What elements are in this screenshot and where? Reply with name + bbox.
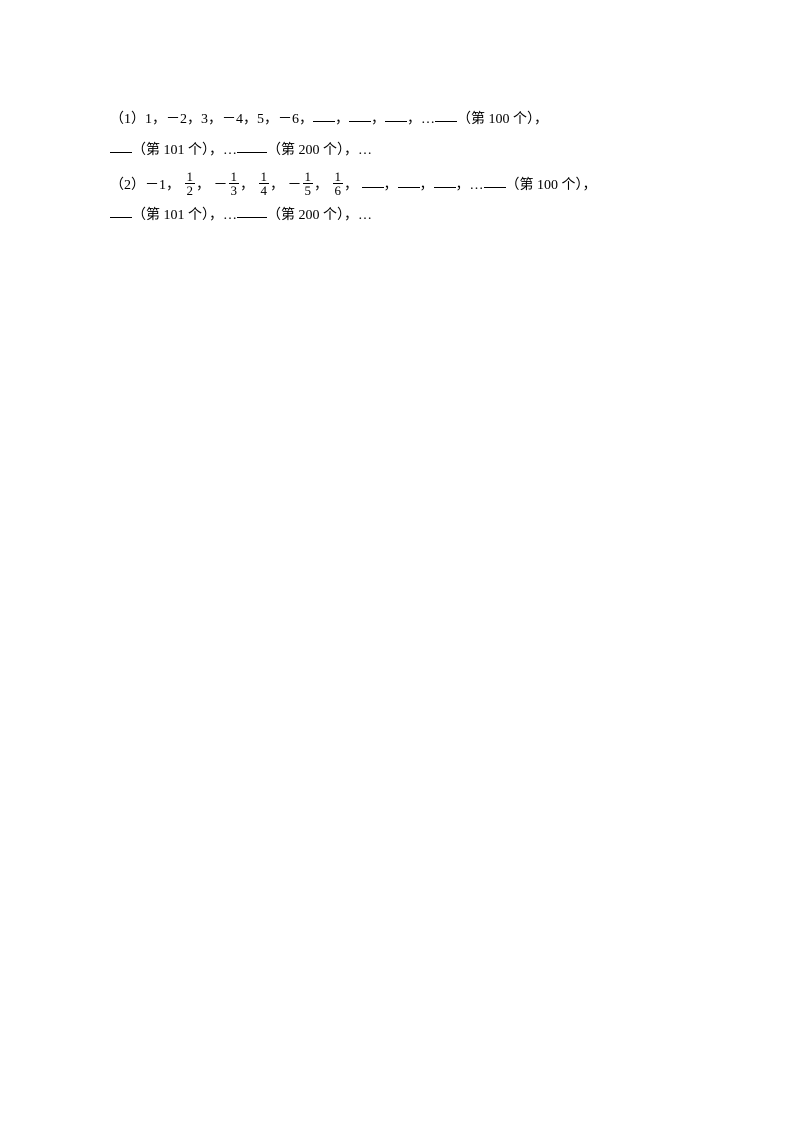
ellipsis: …	[421, 112, 435, 127]
blank	[110, 205, 132, 219]
blank	[349, 108, 371, 122]
problem-2-label: （2）	[110, 178, 145, 193]
pos-100-label: （第 100 个），	[506, 178, 597, 193]
fraction-1-4: 14	[259, 170, 270, 197]
neg-sign: －	[288, 178, 302, 193]
neg-sign: －	[214, 178, 228, 193]
separator: ，	[371, 112, 385, 127]
blank	[362, 174, 384, 188]
blank	[435, 108, 457, 122]
separator: ，	[196, 178, 210, 193]
separator: ，	[240, 178, 254, 193]
separator: ，	[270, 178, 284, 193]
separator: ，	[420, 178, 434, 193]
fraction-1-2: 12	[185, 170, 196, 197]
separator: ，	[314, 178, 328, 193]
problem-1-line-2: （第 101 个），… （第 200 个），…	[110, 136, 740, 167]
problem-1-sequence: 1，－2，3，－4，5，－6，	[145, 112, 313, 127]
pos-101-label: （第 101 个），…	[132, 208, 237, 223]
separator: ，	[344, 178, 358, 193]
separator: ，	[384, 178, 398, 193]
separator: ，	[456, 178, 470, 193]
pos-100-label: （第 100 个），	[457, 112, 548, 127]
pos-200-label: （第 200 个），…	[267, 143, 372, 158]
blank	[110, 139, 132, 153]
blank	[484, 174, 506, 188]
problem-2-line-1: （2）－1， 12， －13， 14， －15， 16， ，，，…（第 100 …	[110, 171, 740, 202]
blank	[237, 205, 267, 219]
problem-1-label: （1）	[110, 112, 145, 127]
separator: ，	[335, 112, 349, 127]
blank	[434, 174, 456, 188]
problem-2-line-2: （第 101 个），… （第 200 个），…	[110, 201, 740, 232]
pos-200-label: （第 200 个），…	[267, 208, 372, 223]
pos-101-label: （第 101 个），…	[132, 143, 237, 158]
problem-2-lead: －1，	[145, 178, 180, 193]
blank	[385, 108, 407, 122]
blank	[313, 108, 335, 122]
separator: ，	[407, 112, 421, 127]
problem-1-line-1: （1）1，－2，3，－4，5，－6，，，，…（第 100 个），	[110, 105, 740, 136]
fraction-1-6: 16	[333, 170, 344, 197]
document-body: （1）1，－2，3，－4，5，－6，，，，…（第 100 个）， （第 101 …	[0, 0, 800, 232]
fraction-1-3: 13	[229, 170, 240, 197]
ellipsis: …	[470, 178, 484, 193]
blank	[398, 174, 420, 188]
blank	[237, 139, 267, 153]
fraction-1-5: 15	[303, 170, 314, 197]
